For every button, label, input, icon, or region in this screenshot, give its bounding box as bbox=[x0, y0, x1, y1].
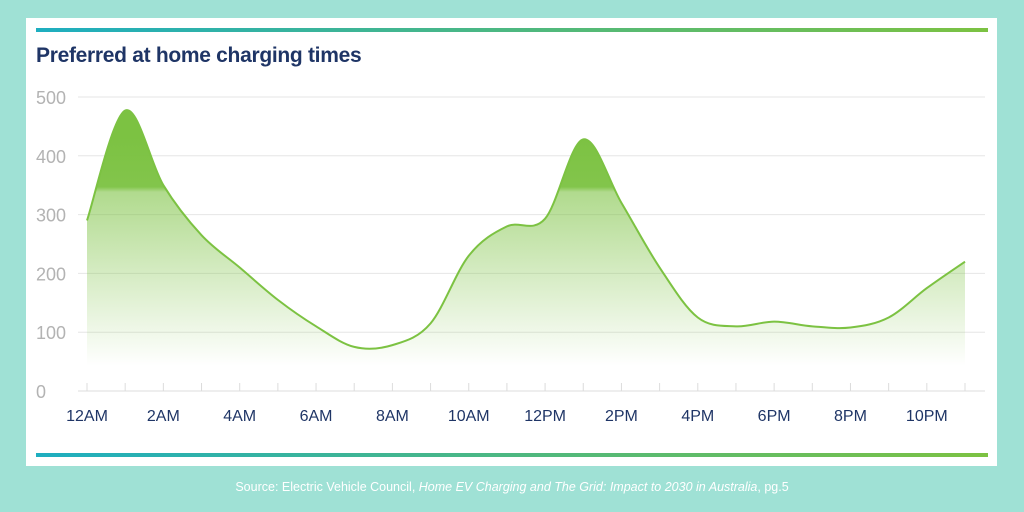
x-tick-label: 12PM bbox=[524, 408, 566, 425]
x-tick-label: 2AM bbox=[147, 408, 180, 425]
x-tick-label: 8AM bbox=[376, 408, 409, 425]
area-fill bbox=[87, 110, 965, 366]
y-tick-label: 400 bbox=[36, 147, 66, 167]
series-line bbox=[86, 109, 966, 350]
x-tick-label: 10PM bbox=[906, 408, 948, 425]
x-tick-label: 12AM bbox=[66, 408, 108, 425]
y-tick-label: 500 bbox=[36, 88, 66, 108]
x-tick-label: 2PM bbox=[605, 408, 638, 425]
source-suffix: , pg.5 bbox=[757, 480, 789, 494]
x-tick-label: 8PM bbox=[834, 408, 867, 425]
x-tick-label: 10AM bbox=[448, 408, 490, 425]
chart-title: Preferred at home charging times bbox=[36, 44, 362, 67]
x-tick-label: 4PM bbox=[681, 408, 714, 425]
top-accent-bar bbox=[36, 28, 988, 32]
x-tick-label: 6AM bbox=[300, 408, 333, 425]
y-tick-label: 200 bbox=[36, 264, 66, 284]
x-tick-label: 6PM bbox=[758, 408, 791, 425]
source-caption: Source: Electric Vehicle Council, Home E… bbox=[0, 480, 1024, 494]
y-tick-label: 100 bbox=[36, 323, 66, 343]
source-prefix: Source: Electric Vehicle Council, bbox=[235, 480, 419, 494]
source-title: Home EV Charging and The Grid: Impact to… bbox=[418, 480, 758, 494]
bottom-accent-bar bbox=[36, 453, 988, 457]
y-tick-label: 300 bbox=[36, 206, 66, 226]
x-tick-label: 4AM bbox=[223, 408, 256, 425]
y-tick-label: 0 bbox=[36, 382, 46, 402]
